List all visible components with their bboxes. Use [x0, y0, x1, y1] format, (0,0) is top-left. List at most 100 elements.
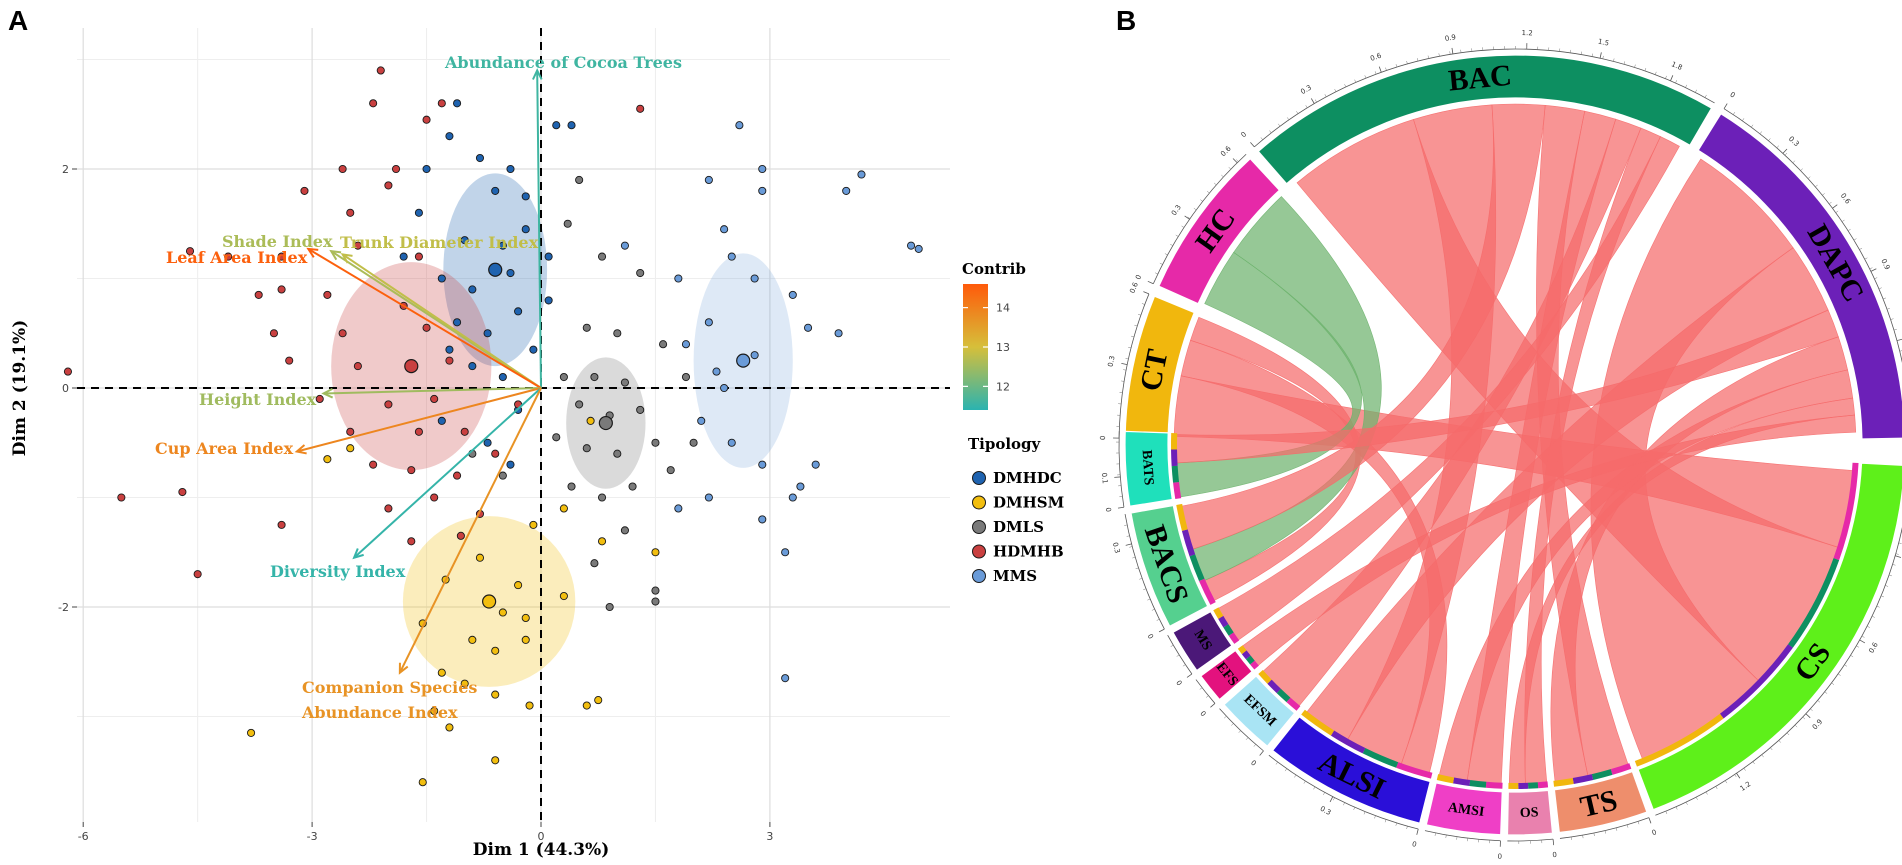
scale-minor-tick [1582, 835, 1584, 839]
scale-tick [1723, 103, 1728, 109]
point-dmls [597, 252, 607, 261]
scale-label: 0.3 [1107, 355, 1117, 368]
point-dmhsm [445, 723, 454, 732]
scale-minor-tick [1182, 664, 1186, 667]
scale-minor-tick [1126, 535, 1130, 537]
sector-ct [1124, 295, 1196, 440]
point-mms [781, 548, 790, 557]
point-mms [674, 274, 683, 283]
point-dmhsm [525, 701, 534, 710]
point-dmhsm [586, 416, 595, 425]
scale-minor-tick [1613, 58, 1615, 62]
point-hdmhb [346, 427, 355, 436]
scale-label: 0 [1728, 91, 1736, 100]
scale-minor-tick [1743, 768, 1746, 771]
legend-tipology: Tipology DMHDC DMHSM DMLS HDMHB MMS [968, 435, 1064, 585]
sector-inner-band [1553, 778, 1574, 787]
sector-hc [1157, 157, 1281, 305]
point-mms [788, 290, 797, 299]
scale-minor-tick [1159, 262, 1163, 265]
scale-minor-tick [1128, 346, 1132, 349]
point-hdmhb [193, 570, 202, 579]
scale-minor-tick [1313, 786, 1316, 790]
arrow-7 [398, 387, 542, 674]
scale-label: 0.1 [1100, 472, 1109, 484]
point-dmhdc [506, 268, 515, 278]
point-dmls [620, 526, 629, 535]
scale-minor-tick [1886, 307, 1890, 310]
scale-minor-tick [1626, 824, 1629, 828]
scale-minor-tick [1866, 625, 1870, 628]
scale-minor-tick [1385, 67, 1387, 71]
point-dmhsm [521, 613, 530, 623]
point-dmhsm [430, 706, 439, 716]
axis-ticks: -6 -3 0 3 -2 0 2 [58, 163, 773, 843]
point-dmhdc [445, 345, 454, 354]
legend-contrib: Contrib 12 13 14 [962, 260, 1026, 410]
point-dmhsm [498, 608, 507, 617]
scale-minor-tick [1675, 80, 1677, 84]
point-dmhdc [422, 164, 431, 174]
scale-minor-tick [1847, 228, 1851, 232]
variable-label: Leaf Area Index [166, 248, 308, 267]
legend-label-hdmhb: HDMHB [993, 543, 1064, 561]
scale-label: 0.3 [1170, 203, 1183, 217]
scale-minor-tick [1275, 761, 1278, 765]
contrib-tick-label: 12 [996, 380, 1010, 393]
scale-minor-tick [1899, 350, 1902, 352]
scale-label: 1.2 [1521, 29, 1532, 37]
scale-minor-tick [1164, 253, 1168, 256]
scale-label: 0 [1174, 679, 1183, 687]
scale-label: 0.9 [1444, 33, 1456, 43]
scale-tick [1232, 158, 1238, 164]
scale-minor-tick [1759, 131, 1762, 135]
scale-minor-tick [1374, 71, 1377, 75]
sector-ms [1172, 610, 1233, 672]
point-dmls [651, 586, 660, 595]
scale-minor-tick [1278, 123, 1281, 127]
scale-tick [1310, 98, 1315, 104]
sector-label-ts: TS [1577, 784, 1620, 824]
point-dmhdc [453, 318, 462, 327]
scale-label: 0.6 [1839, 192, 1852, 206]
scale-tick [1870, 268, 1877, 272]
chord-links [1173, 103, 1857, 787]
point-hdmhb [277, 520, 286, 529]
scale-minor-tick [1634, 64, 1636, 68]
point-dmhdc [514, 307, 523, 316]
scale-minor-tick [1199, 687, 1203, 690]
point-dmls [613, 449, 622, 458]
scale-tick [1143, 291, 1150, 295]
point-dmls [498, 471, 507, 480]
sector-inner-band [1213, 607, 1224, 619]
sector-inner-band [1267, 679, 1281, 694]
scale-minor-tick [1296, 111, 1299, 114]
scale-minor-tick [1294, 774, 1297, 778]
scale-minor-tick [1221, 174, 1224, 178]
point-dmhdc [544, 296, 553, 305]
variable-label-line: Abundance Index [301, 703, 458, 722]
point-dmhsm [521, 635, 530, 644]
sector-inner-band [1228, 632, 1240, 644]
sector-inner-band [1301, 709, 1335, 736]
scale-minor-tick [1324, 94, 1327, 97]
panel-letter-a: A [8, 5, 28, 36]
scale-minor-tick [1665, 75, 1667, 79]
point-hdmhb [369, 460, 378, 469]
scale-minor-tick [1835, 210, 1839, 213]
point-dmls [636, 268, 645, 278]
point-dmhsm [597, 537, 607, 546]
observation-points [63, 66, 923, 787]
point-mms [750, 274, 759, 283]
scale-label: 0.6 [1867, 641, 1880, 655]
point-mms [907, 241, 916, 250]
variable-arrows: Abundance of Cocoa Trees Shade Index Trunk… [155, 53, 682, 722]
arrowhead-1 [329, 249, 342, 261]
point-dmhdc [445, 132, 454, 141]
sector-bats [1124, 430, 1173, 507]
scale-minor-tick [1831, 682, 1835, 685]
scale-minor-tick [1175, 234, 1179, 237]
point-mms [620, 241, 629, 250]
scale-minor-tick [1810, 708, 1813, 711]
scale-tick [1552, 839, 1555, 846]
